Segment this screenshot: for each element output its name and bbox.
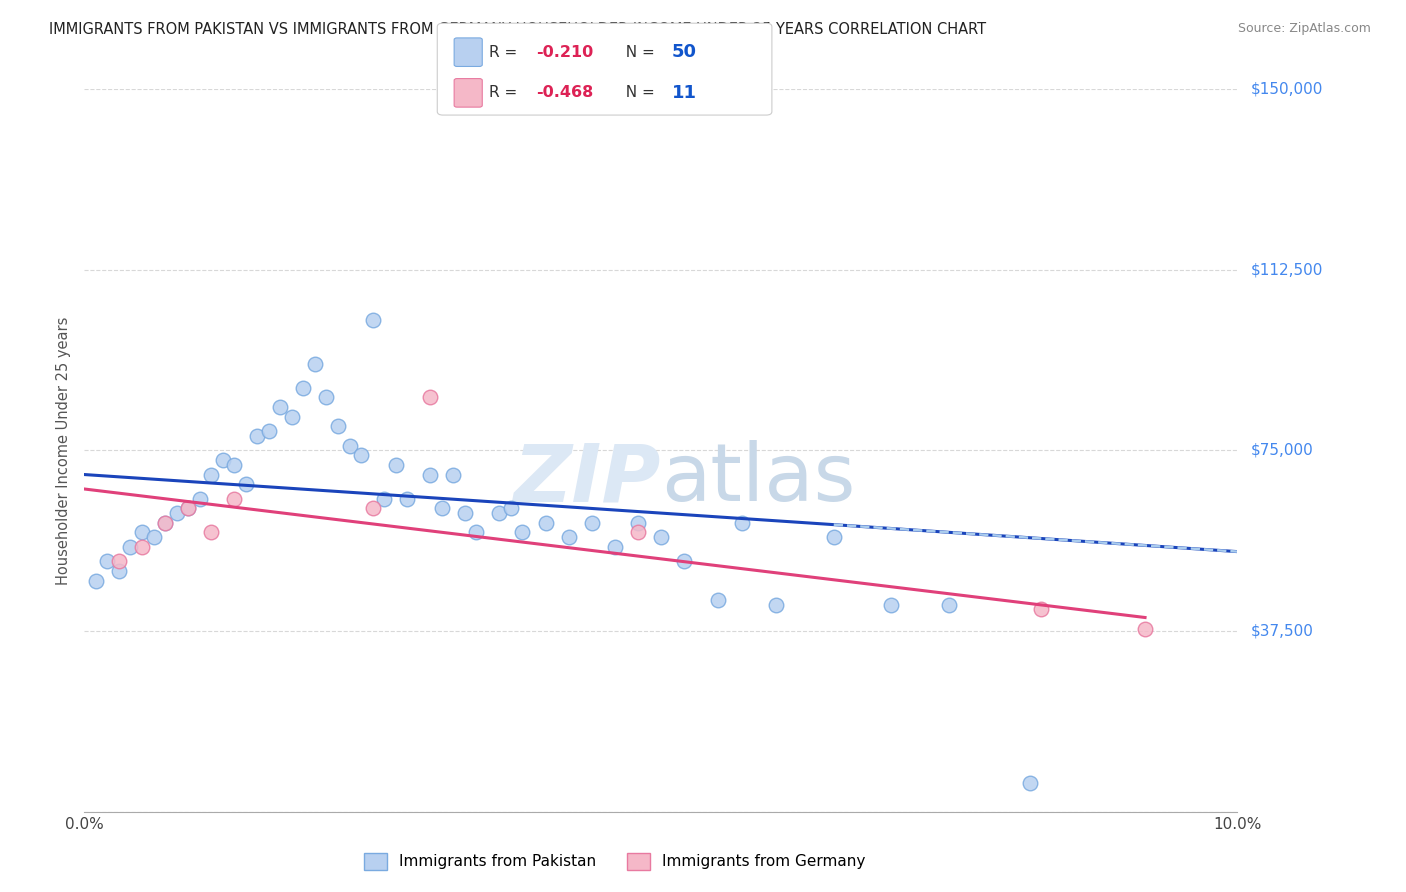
Text: IMMIGRANTS FROM PAKISTAN VS IMMIGRANTS FROM GERMANY HOUSEHOLDER INCOME UNDER 25 : IMMIGRANTS FROM PAKISTAN VS IMMIGRANTS F… [49, 22, 987, 37]
Point [361, 313, 384, 327]
Text: $75,000: $75,000 [1251, 443, 1313, 458]
Point [200, 525, 222, 540]
Point [257, 424, 280, 438]
Point [373, 491, 395, 506]
Point [281, 409, 304, 424]
Point [1031, 602, 1053, 616]
Point [84, 574, 107, 588]
Point [384, 458, 406, 472]
Point [153, 516, 176, 530]
Point [627, 516, 650, 530]
Text: 11: 11 [672, 84, 697, 102]
Point [304, 357, 326, 371]
Text: $112,500: $112,500 [1251, 262, 1323, 277]
Y-axis label: Householder Income Under 25 years: Householder Income Under 25 years [56, 317, 72, 584]
Text: ZIP: ZIP [513, 441, 661, 518]
Point [96, 554, 118, 568]
Point [350, 448, 373, 462]
Point [581, 516, 603, 530]
Point [108, 554, 131, 568]
Point [730, 516, 752, 530]
Point [246, 429, 269, 443]
Point [765, 598, 787, 612]
Text: R =: R = [489, 86, 523, 101]
Point [315, 391, 337, 405]
Point [200, 467, 222, 482]
Point [1018, 776, 1040, 790]
Point [557, 530, 579, 544]
Point [166, 506, 188, 520]
Point [142, 530, 165, 544]
Point [650, 530, 672, 544]
Point [108, 564, 131, 578]
Text: N =: N = [616, 86, 659, 101]
Text: atlas: atlas [661, 441, 855, 518]
Point [339, 439, 361, 453]
Text: $37,500: $37,500 [1251, 624, 1315, 639]
Text: Source: ZipAtlas.com: Source: ZipAtlas.com [1237, 22, 1371, 36]
Point [153, 516, 176, 530]
Point [512, 525, 534, 540]
Point [454, 506, 477, 520]
Text: -0.210: -0.210 [536, 45, 593, 60]
Point [419, 467, 441, 482]
Text: N =: N = [616, 45, 659, 60]
Point [211, 453, 233, 467]
Point [177, 501, 200, 516]
Point [188, 491, 211, 506]
Point [627, 525, 650, 540]
Point [823, 530, 845, 544]
Point [269, 400, 291, 414]
Point [441, 467, 464, 482]
Text: -0.468: -0.468 [536, 86, 593, 101]
Point [131, 540, 153, 554]
Point [603, 540, 626, 554]
Point [292, 381, 315, 395]
Point [224, 491, 246, 506]
Point [361, 501, 384, 516]
Point [419, 391, 441, 405]
Point [488, 506, 510, 520]
Point [235, 477, 257, 491]
Point [707, 592, 730, 607]
Point [224, 458, 246, 472]
Point [326, 419, 349, 434]
Point [465, 525, 488, 540]
Point [499, 501, 522, 516]
Text: 50: 50 [672, 43, 697, 62]
Legend: Immigrants from Pakistan, Immigrants from Germany: Immigrants from Pakistan, Immigrants fro… [359, 847, 872, 876]
Text: R =: R = [489, 45, 523, 60]
Text: $150,000: $150,000 [1251, 82, 1323, 96]
Point [672, 554, 695, 568]
Point [430, 501, 453, 516]
Point [534, 516, 557, 530]
Point [880, 598, 903, 612]
Point [396, 491, 419, 506]
Point [120, 540, 142, 554]
Point [938, 598, 960, 612]
Point [1133, 622, 1156, 636]
Point [131, 525, 153, 540]
Point [177, 501, 200, 516]
